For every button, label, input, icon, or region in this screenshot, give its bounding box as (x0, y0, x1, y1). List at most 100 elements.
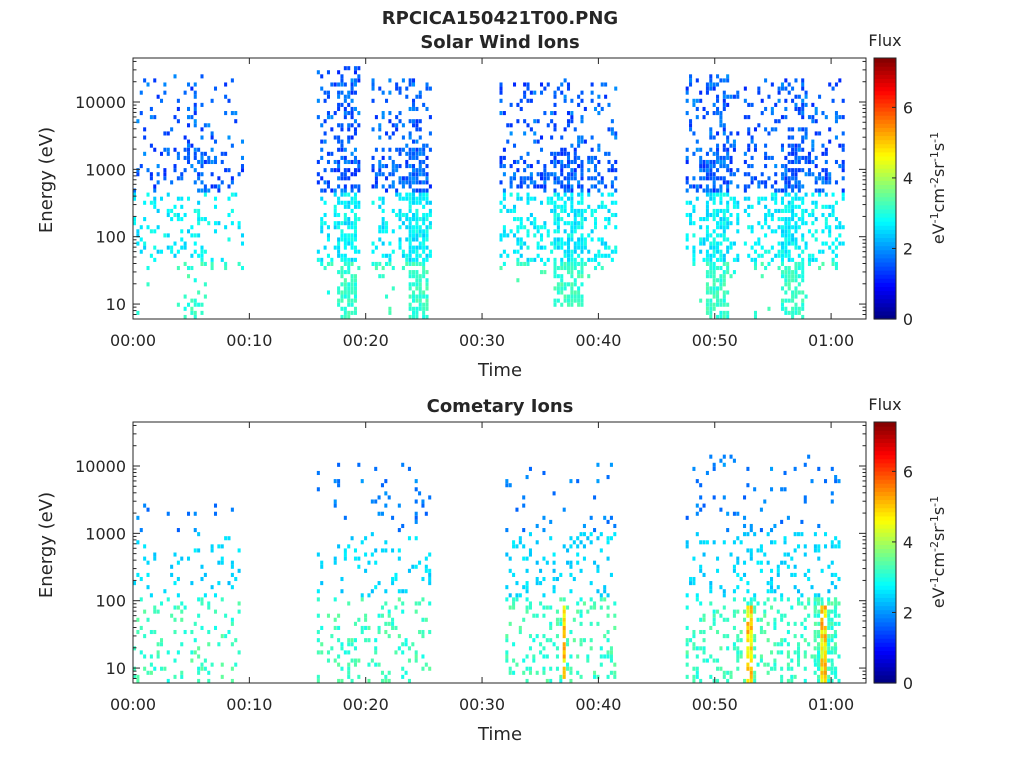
spectrogram-cell (418, 286, 422, 291)
spectrogram-cell (577, 225, 581, 230)
spectrogram-cell (397, 634, 401, 639)
spectrogram-cell (407, 658, 411, 663)
spectrogram-cell (800, 593, 804, 598)
spectrogram-cell (743, 617, 747, 622)
spectrogram-cell (210, 548, 214, 553)
spectrogram-cell (753, 257, 757, 262)
spectrogram-cell (692, 466, 696, 471)
spectrogram-cell (220, 257, 224, 262)
spectrogram-cell (732, 458, 736, 463)
spectrogram-cell (566, 638, 570, 643)
spectrogram-cell (589, 646, 593, 651)
spectrogram-cell (719, 257, 723, 262)
colorbar-segment (874, 544, 896, 550)
spectrogram-cell (830, 638, 834, 643)
spectrogram-cell (712, 302, 716, 307)
spectrogram-cell (323, 131, 327, 136)
spectrogram-cell (347, 298, 351, 303)
spectrogram-cell (412, 229, 416, 234)
spectrogram-cell (515, 507, 519, 512)
spectrogram-cell (580, 265, 584, 271)
spectrogram-cell (766, 532, 770, 537)
spectrogram-cell (780, 82, 784, 87)
spectrogram-cell (712, 609, 716, 614)
spectrogram-cell (193, 650, 197, 655)
spectrogram-cell (576, 560, 580, 565)
spectrogram-cell (837, 601, 841, 606)
spectrogram-cell (173, 581, 177, 586)
spectrogram-cell (512, 597, 516, 602)
spectrogram-cell (580, 217, 584, 222)
spectrogram-cell (803, 499, 807, 504)
spectrogram-cell (813, 658, 817, 663)
spectrogram-cell (395, 212, 399, 218)
spectrogram-cell (415, 286, 419, 291)
colorbar-segment (874, 241, 896, 247)
spectrogram-cell (722, 212, 726, 218)
spectrogram-cell (777, 241, 781, 246)
spectrogram-cell (702, 217, 706, 222)
spectrogram-cell (716, 286, 720, 291)
spectrogram-cell (422, 159, 426, 165)
spectrogram-cell (750, 102, 754, 107)
spectrogram-cell (811, 253, 815, 258)
spectrogram-cell (780, 233, 784, 238)
colorbar-segment (874, 306, 896, 312)
colorbar-unit-label: eV-1cm-2sr-1s-1 (928, 132, 949, 244)
spectrogram-cell (159, 642, 164, 647)
spectrogram-cell (193, 111, 197, 116)
spectrogram-cell (722, 670, 726, 675)
spectrogram-cell (183, 155, 187, 160)
colorbar-segment (874, 536, 896, 541)
spectrogram-cell (353, 147, 357, 152)
spectrogram-cell (333, 188, 337, 193)
spectrogram-cell (421, 634, 425, 639)
spectrogram-cell (716, 208, 720, 213)
spectrogram-cell (831, 212, 835, 218)
spectrogram-cell (350, 90, 354, 95)
spectrogram-cell (709, 274, 713, 279)
spectrogram-cell (719, 111, 723, 116)
spectrogram-cell (143, 556, 147, 561)
spectrogram-cell (340, 298, 344, 303)
spectrogram-cell (773, 621, 777, 626)
spectrogram-cell (502, 172, 506, 177)
spectrogram-cell (780, 164, 784, 169)
spectrogram-cell (425, 200, 429, 205)
spectrogram-cell (337, 196, 341, 201)
spectrogram-cell (807, 613, 811, 618)
spectrogram-cell (784, 176, 788, 181)
spectrogram-cell (333, 204, 337, 209)
colorbar-segment (874, 221, 896, 226)
spectrogram-cell (384, 479, 388, 484)
spectrogram-cell (343, 204, 347, 209)
spectrogram-cell (685, 111, 689, 116)
spectrogram-cell (230, 176, 234, 181)
spectrogram-cell (794, 261, 798, 266)
spectrogram-cell (760, 111, 764, 116)
spectrogram-cell (353, 78, 357, 83)
spectrogram-cell (722, 159, 726, 165)
spectrogram-cell (577, 286, 581, 291)
spectrogram-cell (577, 221, 581, 226)
spectrogram-cell (699, 507, 703, 512)
spectrogram-cell (732, 609, 736, 614)
spectrogram-cell (692, 245, 696, 250)
spectrogram-cell (422, 270, 426, 275)
colorbar-segment (874, 176, 896, 181)
spectrogram-cell (360, 479, 364, 484)
spectrogram-cell (780, 208, 784, 213)
spectrogram-cell (824, 151, 828, 156)
spectrogram-cell (545, 654, 549, 659)
spectrogram-cell (326, 613, 330, 618)
spectrogram-cell (827, 589, 831, 594)
spectrogram-cell (149, 662, 153, 667)
spectrogram-cell (702, 188, 706, 193)
spectrogram-cell (566, 666, 570, 671)
spectrogram-cell (391, 581, 395, 586)
spectrogram-cell (726, 188, 730, 193)
spectrogram-cell (784, 253, 788, 258)
spectrogram-cell (560, 237, 564, 242)
spectrogram-cell (337, 286, 341, 291)
spectrogram-cell (166, 131, 170, 136)
